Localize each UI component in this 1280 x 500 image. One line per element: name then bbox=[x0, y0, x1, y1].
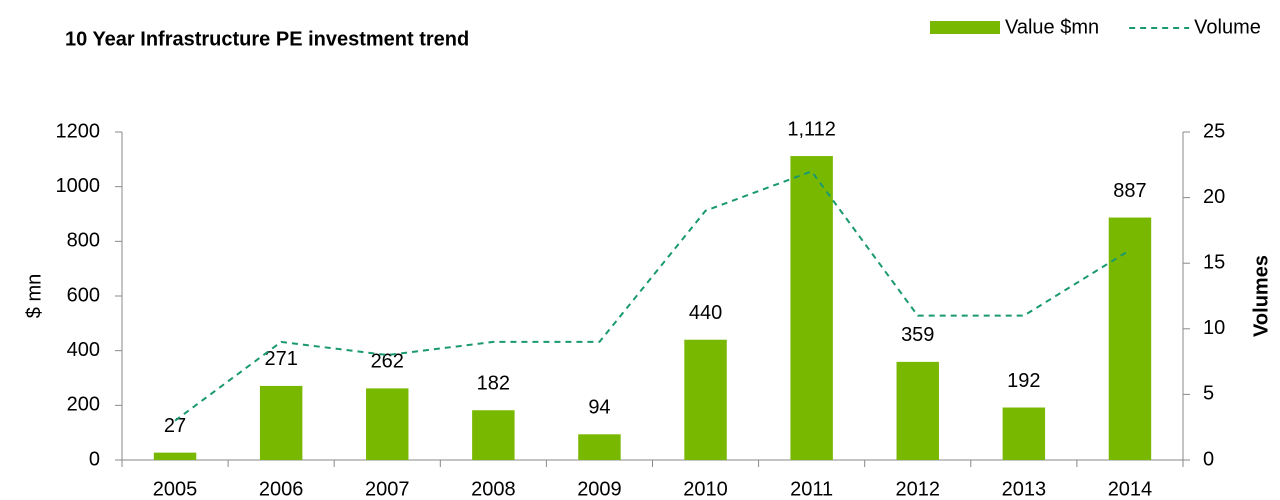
data-label: 359 bbox=[901, 324, 934, 346]
y2-axis-label: Volumes bbox=[1250, 255, 1272, 337]
x-tick-label: 2012 bbox=[896, 478, 941, 500]
x-tick-label: 2006 bbox=[259, 478, 304, 500]
bar bbox=[578, 434, 621, 460]
y-tick-label: 400 bbox=[67, 339, 100, 361]
legend-label: Volume bbox=[1194, 16, 1261, 38]
x-tick-label: 2005 bbox=[153, 478, 198, 500]
bar bbox=[1108, 217, 1152, 460]
x-tick-label: 2013 bbox=[1002, 478, 1047, 500]
legend-swatch bbox=[930, 21, 1000, 34]
y2-tick-label: 5 bbox=[1203, 383, 1214, 405]
data-label: 182 bbox=[477, 373, 510, 395]
x-tick-label: 2008 bbox=[471, 478, 516, 500]
data-label: 27 bbox=[164, 415, 186, 437]
data-label: 94 bbox=[588, 397, 610, 419]
bar bbox=[896, 361, 939, 460]
y-tick-label: 1200 bbox=[56, 120, 101, 142]
data-label: 192 bbox=[1007, 370, 1040, 392]
data-label: 887 bbox=[1113, 180, 1146, 202]
data-label: 262 bbox=[371, 351, 404, 373]
bar bbox=[259, 385, 303, 460]
y-tick-label: 800 bbox=[67, 230, 100, 252]
y-tick-label: 1000 bbox=[56, 175, 101, 197]
bar bbox=[472, 410, 515, 460]
x-tick-label: 2010 bbox=[683, 478, 728, 500]
data-label: 440 bbox=[689, 302, 722, 324]
x-tick-label: 2007 bbox=[365, 478, 410, 500]
data-label: 271 bbox=[264, 348, 297, 370]
y2-tick-label: 0 bbox=[1203, 448, 1214, 470]
y2-tick-label: 15 bbox=[1203, 251, 1225, 273]
bar bbox=[153, 452, 197, 460]
bar bbox=[366, 388, 409, 460]
x-tick-label: 2011 bbox=[790, 478, 833, 500]
bar bbox=[684, 339, 727, 460]
legend-label: Value $mn bbox=[1005, 16, 1099, 38]
y2-tick-label: 10 bbox=[1203, 317, 1225, 339]
y-tick-label: 600 bbox=[67, 284, 100, 306]
y-tick-label: 0 bbox=[89, 448, 100, 470]
x-tick-label: 2009 bbox=[577, 478, 622, 500]
y-tick-label: 200 bbox=[67, 394, 100, 416]
bar bbox=[790, 156, 833, 460]
line bbox=[174, 170, 1131, 422]
data-label: 1,112 bbox=[787, 118, 836, 140]
chart-title: 10 Year Infrastructure PE investment tre… bbox=[65, 28, 469, 50]
y-axis-label: $ mn bbox=[23, 274, 45, 318]
x-tick-label: 2014 bbox=[1108, 478, 1153, 500]
y2-tick-label: 25 bbox=[1203, 120, 1225, 142]
bar bbox=[1002, 407, 1046, 460]
y2-tick-label: 20 bbox=[1203, 186, 1225, 208]
